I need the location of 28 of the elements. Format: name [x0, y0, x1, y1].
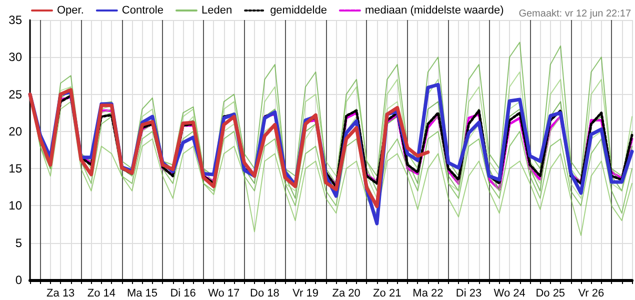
- legend-label: mediaan (middelste waarde): [364, 4, 504, 16]
- x-tick-label: Ma 15: [126, 288, 158, 300]
- legend-label: gemiddelde: [270, 4, 327, 16]
- x-tick-label: Vr 26: [578, 288, 604, 300]
- x-tick-label: Di 23: [456, 288, 482, 300]
- x-tick-label: Do 18: [250, 288, 280, 300]
- y-tick-label: 5: [15, 236, 22, 250]
- x-tick-label: Za 13: [46, 288, 75, 300]
- y-tick-label: 20: [8, 124, 22, 138]
- x-tick-label: Ma 22: [412, 288, 444, 300]
- x-tick-label: Zo 14: [87, 288, 116, 300]
- x-tick-label: Di 16: [170, 288, 196, 300]
- y-tick-label: 35: [8, 13, 22, 27]
- x-tick-label: Za 20: [332, 288, 360, 300]
- legend-label: Oper.: [57, 4, 84, 16]
- x-tick-label: Wo 17: [208, 288, 240, 300]
- y-tick-label: 10: [8, 198, 22, 213]
- text: Gemaakt: vr 12 jun 22:17: [518, 8, 632, 20]
- y-tick-label: 0: [15, 273, 22, 287]
- x-tick-label: Vr 19: [292, 288, 318, 300]
- legend-label: Leden: [201, 4, 232, 16]
- x-tick-label: Do 25: [536, 288, 566, 300]
- y-tick-label: 15: [8, 162, 22, 176]
- x-tick-label: Zo 21: [373, 288, 402, 300]
- legend-label: Controle: [122, 4, 164, 16]
- x-tick-label: Wo 24: [494, 288, 526, 300]
- y-tick-label: 25: [8, 87, 22, 102]
- y-tick-label: 30: [8, 50, 22, 64]
